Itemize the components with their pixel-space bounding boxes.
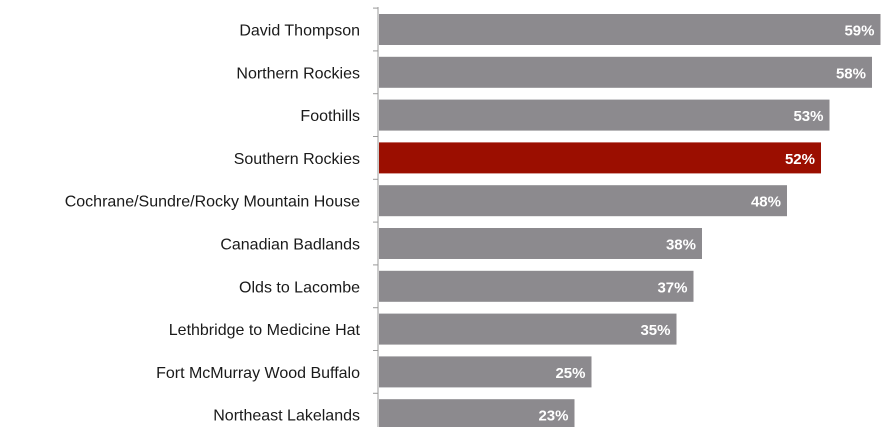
value-label: 23% bbox=[538, 408, 568, 425]
value-label: 37% bbox=[657, 279, 687, 296]
value-label: 59% bbox=[844, 23, 874, 40]
bar-cochrane-sundre-rocky-mountain-house bbox=[379, 185, 787, 217]
bar-northeast-lakelands bbox=[379, 399, 575, 427]
value-label: 35% bbox=[640, 322, 670, 339]
category-label: Northeast Lakelands bbox=[213, 408, 360, 425]
value-label: 58% bbox=[836, 65, 866, 82]
value-labels: 59% 58% 53% 52% 48% 38% 37% 35% 25% 23% bbox=[538, 23, 874, 425]
bar-southern-rockies bbox=[379, 142, 821, 174]
bar-northern-rockies bbox=[379, 56, 872, 88]
category-label: Northern Rockies bbox=[236, 65, 360, 82]
category-label: Olds to Lacombe bbox=[239, 279, 360, 296]
value-label: 48% bbox=[751, 194, 781, 211]
value-label: 25% bbox=[555, 365, 585, 382]
value-label: 38% bbox=[666, 237, 696, 254]
bar-fort-mcmurray-wood-buffalo bbox=[379, 356, 592, 388]
category-label: Southern Rockies bbox=[234, 151, 360, 168]
bar-foothills bbox=[379, 99, 830, 131]
category-label: Fort McMurray Wood Buffalo bbox=[156, 365, 360, 382]
bars-layer bbox=[379, 14, 881, 427]
category-label: Foothills bbox=[300, 108, 360, 125]
bar-lethbridge-to-medicine-hat bbox=[379, 313, 677, 345]
category-label: David Thompson bbox=[239, 23, 360, 40]
value-label: 53% bbox=[793, 108, 823, 125]
bar-canadian-badlands bbox=[379, 228, 702, 259]
category-labels: David Thompson Northern Rockies Foothills S… bbox=[65, 23, 361, 425]
bar-david-thompson bbox=[379, 14, 881, 45]
value-label: 52% bbox=[785, 151, 815, 168]
category-label: Lethbridge to Medicine Hat bbox=[169, 322, 361, 339]
bar-olds-to-lacombe bbox=[379, 270, 694, 302]
category-label: Cochrane/Sundre/Rocky Mountain House bbox=[65, 194, 360, 211]
category-label: Canadian Badlands bbox=[220, 237, 360, 254]
axis-layer bbox=[373, 7, 379, 427]
